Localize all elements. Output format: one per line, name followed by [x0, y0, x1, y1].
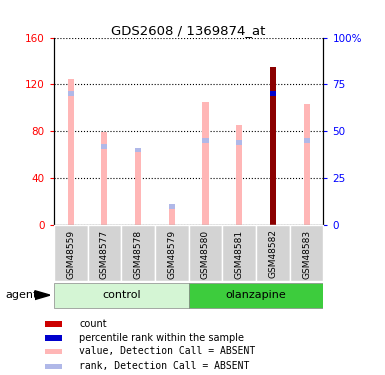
Bar — [270, 67, 276, 225]
Bar — [236, 140, 242, 145]
Bar — [236, 125, 242, 225]
Text: olanzapine: olanzapine — [226, 290, 286, 300]
Bar — [45, 363, 62, 369]
Text: GSM48579: GSM48579 — [167, 230, 176, 279]
Text: GSM48583: GSM48583 — [302, 230, 311, 279]
Bar — [203, 138, 209, 143]
Bar — [45, 349, 62, 354]
FancyBboxPatch shape — [290, 225, 323, 281]
Bar — [203, 102, 209, 225]
FancyBboxPatch shape — [155, 225, 189, 281]
Text: percentile rank within the sample: percentile rank within the sample — [79, 333, 244, 343]
Bar — [101, 144, 107, 148]
Bar — [68, 78, 74, 225]
Bar — [45, 335, 62, 340]
Text: GSM48582: GSM48582 — [268, 230, 277, 279]
Bar — [303, 138, 310, 143]
Bar — [270, 92, 276, 96]
Text: rank, Detection Call = ABSENT: rank, Detection Call = ABSENT — [79, 362, 249, 371]
Text: count: count — [79, 319, 107, 329]
Bar — [169, 204, 175, 209]
FancyBboxPatch shape — [88, 225, 121, 281]
Text: GDS2608 / 1369874_at: GDS2608 / 1369874_at — [112, 24, 266, 38]
Bar — [68, 92, 74, 96]
Text: GSM48577: GSM48577 — [100, 230, 109, 279]
Bar — [169, 207, 175, 225]
Text: GSM48578: GSM48578 — [134, 230, 142, 279]
Bar — [135, 148, 141, 152]
Text: control: control — [102, 290, 141, 300]
Text: GSM48580: GSM48580 — [201, 230, 210, 279]
Text: GSM48581: GSM48581 — [235, 230, 244, 279]
Text: value, Detection Call = ABSENT: value, Detection Call = ABSENT — [79, 346, 255, 357]
FancyBboxPatch shape — [54, 225, 88, 281]
FancyBboxPatch shape — [121, 225, 155, 281]
Text: agent: agent — [6, 290, 38, 300]
FancyBboxPatch shape — [189, 225, 223, 281]
Bar — [303, 104, 310, 225]
FancyBboxPatch shape — [256, 225, 290, 281]
FancyBboxPatch shape — [54, 283, 189, 308]
FancyBboxPatch shape — [189, 283, 323, 308]
Bar — [45, 321, 62, 327]
Text: GSM48559: GSM48559 — [66, 230, 75, 279]
Bar — [101, 132, 107, 225]
Polygon shape — [35, 291, 50, 300]
FancyBboxPatch shape — [223, 225, 256, 281]
Bar — [135, 152, 141, 225]
